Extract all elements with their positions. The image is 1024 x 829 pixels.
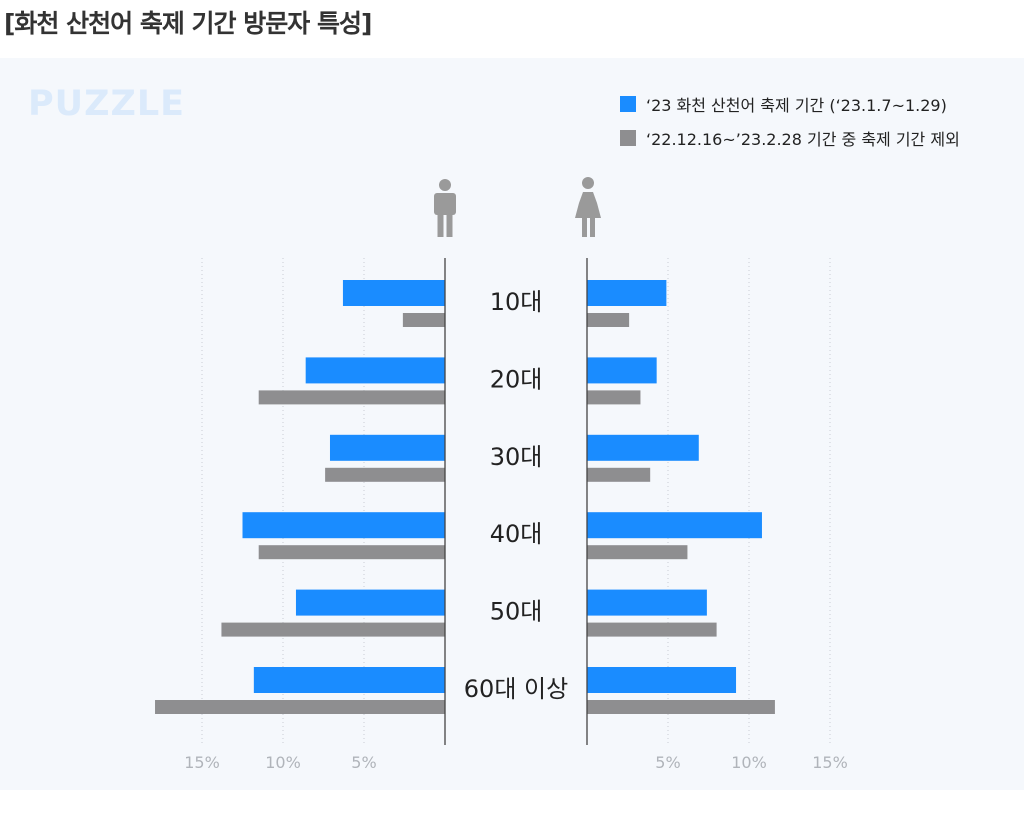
bar-male-non-festival [155,700,445,714]
legend-label-festival: ‘23 화천 산천어 축제 기간 (‘23.1.7~1.29) [646,96,947,115]
chart-title: [화천 산천어 축제 기간 방문자 특성] [4,9,372,38]
female-person-icon [575,177,601,237]
x-tick-label-right: 10% [731,753,767,772]
bar-female-non-festival [587,622,717,637]
legend-item-non-festival: ‘22.12.16~’23.2.28 기간 중 축제 기간 제외 [620,127,960,149]
bar-male-non-festival [221,622,445,637]
x-tick-label-left: 10% [265,753,301,772]
bar-male-non-festival [402,313,445,327]
legend-item-festival: ‘23 화천 산천어 축제 기간 (‘23.1.7~1.29) [620,93,947,115]
category-label: 10대 [490,288,543,316]
legend-label-non-festival: ‘22.12.16~’23.2.28 기간 중 축제 기간 제외 [646,130,960,149]
bar-male-festival [329,434,445,461]
brand-logo: PUZZLE [28,84,186,124]
bar-female-festival [587,667,737,693]
bar-female-festival [587,280,667,306]
bar-male-festival [342,280,445,306]
bar-female-festival [587,357,657,384]
bar-female-non-festival [587,545,688,560]
chart-panel [0,58,1024,790]
male-person-icon [434,179,456,237]
bar-female-festival [587,589,707,616]
category-label: 20대 [490,365,543,393]
legend-swatch-festival [620,96,636,112]
bar-female-festival [587,434,699,461]
bar-male-festival [305,357,445,384]
x-tick-label-right: 5% [655,753,680,772]
bar-female-non-festival [587,390,641,405]
bar-male-non-festival [325,467,445,482]
x-tick-label-left: 15% [184,753,220,772]
category-label: 60대 이상 [464,675,568,703]
bar-male-festival [253,667,445,693]
legend-swatch-non-festival [620,130,636,146]
bar-male-non-festival [258,390,445,405]
category-label: 50대 [490,598,543,626]
axis-layer [444,258,588,745]
labels-layer: 15% 15% 10% 10% 5% 5% 10대 20대 30대 40대 50대 60대 이상 [184,288,848,772]
category-label: 30대 [490,443,543,471]
x-tick-label-right: 15% [812,753,848,772]
bar-male-festival [295,589,445,616]
bars-layer [155,280,775,714]
bar-female-festival [587,512,762,539]
bar-male-non-festival [258,545,445,560]
bar-female-non-festival [587,467,651,482]
x-tick-label-left: 5% [351,753,376,772]
category-label: 40대 [490,520,543,548]
bar-female-non-festival [587,700,775,714]
bar-female-non-festival [587,313,630,327]
bar-male-festival [242,512,445,539]
